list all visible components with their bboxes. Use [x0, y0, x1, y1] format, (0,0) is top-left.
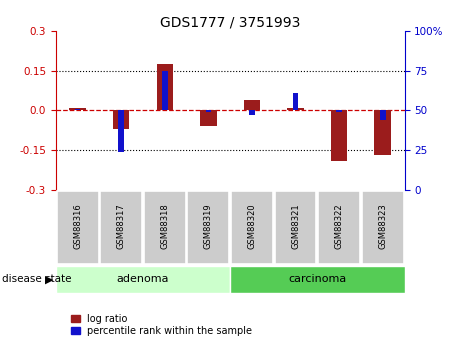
- Bar: [380, 110, 385, 120]
- Text: GSM88323: GSM88323: [378, 203, 387, 249]
- Bar: [162, 71, 167, 110]
- Text: carcinoma: carcinoma: [288, 275, 346, 284]
- Text: GSM88318: GSM88318: [160, 203, 169, 249]
- Bar: [293, 93, 299, 110]
- Bar: [119, 110, 124, 152]
- FancyBboxPatch shape: [318, 191, 360, 264]
- FancyBboxPatch shape: [231, 191, 273, 264]
- Bar: [287, 108, 304, 110]
- Text: adenoma: adenoma: [117, 275, 169, 284]
- Text: GSM88319: GSM88319: [204, 203, 213, 249]
- Bar: [374, 110, 391, 155]
- Text: GSM88321: GSM88321: [291, 203, 300, 249]
- FancyBboxPatch shape: [275, 191, 317, 264]
- Bar: [200, 110, 217, 126]
- Bar: [331, 110, 347, 161]
- FancyBboxPatch shape: [56, 266, 230, 293]
- FancyBboxPatch shape: [187, 191, 229, 264]
- Text: GSM88320: GSM88320: [247, 203, 257, 249]
- Legend: log ratio, percentile rank within the sample: log ratio, percentile rank within the sa…: [70, 313, 253, 337]
- Text: GSM88322: GSM88322: [335, 203, 344, 249]
- Bar: [336, 110, 342, 112]
- FancyBboxPatch shape: [57, 191, 99, 264]
- Bar: [157, 64, 173, 110]
- Bar: [244, 100, 260, 110]
- Bar: [75, 109, 80, 110]
- Text: ▶: ▶: [45, 275, 53, 284]
- Bar: [249, 110, 255, 115]
- Bar: [206, 110, 211, 112]
- Bar: [113, 110, 129, 129]
- Title: GDS1777 / 3751993: GDS1777 / 3751993: [160, 16, 300, 30]
- FancyBboxPatch shape: [144, 191, 186, 264]
- FancyBboxPatch shape: [230, 266, 405, 293]
- FancyBboxPatch shape: [362, 191, 404, 264]
- Text: GSM88317: GSM88317: [117, 203, 126, 249]
- FancyBboxPatch shape: [100, 191, 142, 264]
- Text: disease state: disease state: [2, 275, 72, 284]
- Text: GSM88316: GSM88316: [73, 203, 82, 249]
- Bar: [69, 108, 86, 110]
